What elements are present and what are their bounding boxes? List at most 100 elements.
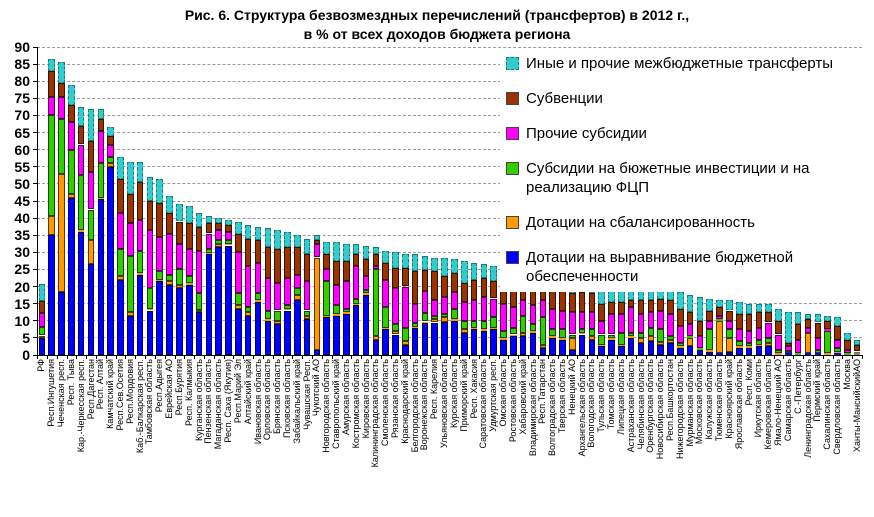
bar-Ставропольский край-seg-1 [333,313,340,316]
bar-Респ. Алтай-seg-0 [97,199,105,355]
bar-Забайкальский край-seg-2 [293,288,301,296]
x-tick [37,356,38,359]
x-tick [135,356,137,359]
bar-Владимирская область-seg-3 [529,305,537,325]
bar-Сахалинская область-seg-1 [824,353,831,355]
bar-Респ. Калмыкия-seg-5 [185,206,193,224]
bar-Сахалинская область-seg-5 [824,315,831,321]
bar-Костромская область-seg-5 [352,243,360,255]
y-axis-label-50: 50 [14,175,30,192]
x-tick [351,356,353,359]
x-axis-label-84: Ханты-МансийскийАО [851,359,862,452]
bar-Калужская область-seg-3 [706,320,714,330]
bar-Чеченская респ.-seg-3 [58,96,65,119]
bar-Свердловская область-seg-2 [834,348,841,352]
bar-Респ. Саха (Якутия)-seg-1 [225,243,232,246]
bar-Респ. Тыва-seg-5 [68,84,75,106]
bar-Московская область-seg-2 [696,348,704,350]
legend-swatch-3 [506,127,519,140]
bar-Пермский край-seg-4 [814,322,822,338]
bar-Магаданская область-seg-1 [215,243,222,248]
bar-Камчатский край-seg-3 [107,144,114,157]
y-axis-label-90: 90 [14,39,30,55]
bar-Ульяновская область-seg-5 [441,257,448,277]
bar-Мурманская область-seg-4 [686,312,694,325]
bar-Удмуртская респ.-seg-1 [490,327,497,330]
bar-Челябинская область-seg-3 [637,313,645,333]
bar-Владимирская область-seg-2 [529,324,537,331]
bar-Краснодарский край-seg-4 [402,267,409,287]
bar-Владимирская область-seg-1 [529,331,537,333]
bar-Ивановская область-seg-5 [254,226,262,241]
bar-Респ. Хакасия-seg-4 [470,279,478,301]
y-axis-label-30: 30 [14,244,30,261]
x-tick [812,356,814,359]
bar-Свердловская область-seg-1 [834,351,841,354]
y-axis-label-40: 40 [14,210,30,227]
bar-Респ.Дагестан-seg-2 [87,209,95,241]
bar-Смоленская область-seg-4 [382,262,389,280]
bar-Ленинградская область-seg-4 [804,319,812,328]
bar-Респ. Хакасия-seg-1 [470,327,478,330]
bar-Архангельская область-seg-0 [578,334,586,355]
bar-Тюменская область-seg-1 [716,320,723,354]
bar-Респ. Коми-seg-5 [745,303,753,314]
bar-Пермский край-seg-5 [814,313,822,323]
x-tick [567,356,569,359]
y-tick-30 [33,251,37,253]
x-tick [213,356,215,359]
bar-Респ. Тыва-seg-4 [68,105,75,123]
bar-Калининградская область-seg-3 [372,266,380,270]
bar-Тверская область-seg-2 [559,329,566,338]
gridline-55 [37,166,862,168]
bar-Томская область-seg-3 [608,313,615,335]
bar-Курская область-seg-1 [451,319,458,321]
bar-Омская область-seg-1 [500,337,507,340]
bar-Кемеровская область-seg-2 [765,337,772,343]
bar-Респ.Бурятия-seg-1 [176,284,183,289]
x-tick [459,356,461,359]
bar-Ненецкий АО-seg-0 [568,349,576,355]
legend-item-3: Прочие субсидии [506,124,874,143]
bar-Новосибирская область-seg-4 [657,298,664,311]
bar-Орловская область-seg-3 [264,278,272,311]
bar-Тамбовская область-seg-5 [146,177,154,201]
bar-Москва-seg-5 [843,332,851,340]
bar-Респ.Адыгея-seg-5 [156,178,164,203]
x-tick [577,356,579,359]
bar-Ростовская область-seg-3 [510,307,517,328]
bar-Респ. Тыва-seg-1 [68,194,75,198]
bar-Ленинградская область-seg-0 [804,353,812,355]
bar-Ненецкий АО-seg-2 [568,334,576,338]
bar-Ярославская область-seg-1 [735,346,743,349]
bar-Респ. Алтай-seg-1 [97,197,105,200]
x-tick [773,356,775,359]
bar-Самарская область-seg-0 [785,353,792,355]
bar-Респ. Калмыкия-seg-2 [185,276,193,284]
bar-Красноярский край-seg-5 [726,300,733,311]
bar-Респ. Калмыкия-seg-1 [185,283,193,285]
bar-Орловская область-seg-2 [264,310,272,320]
bar-Иркутская область-seg-5 [755,303,763,313]
bar-Калужская область-seg-1 [706,349,714,352]
bar-С.-Петербург-seg-4 [794,324,802,340]
bar-Камчатский край-seg-0 [107,166,114,355]
x-tick [272,356,274,359]
y-tick-20 [33,286,37,288]
x-tick [695,356,696,359]
bar-Магаданская область-seg-4 [215,223,222,230]
bar-Ямало-Ненецкий АО-seg-3 [775,334,782,350]
bar-Белгородская область-seg-0 [411,328,419,355]
bar-Кировская область-seg-3 [362,276,370,290]
x-tick [321,356,323,359]
bar-Чукотский АО-seg-4 [313,240,321,244]
y-axis-label-5: 5 [22,329,30,346]
x-tick [518,356,520,359]
bar-Алтайский край-seg-2 [244,307,252,313]
x-tick [56,356,58,359]
bar-Тверская область-seg-3 [559,310,566,330]
bar-Ленинградская область-seg-3 [804,327,812,333]
bar-Саратовская область-seg-1 [480,329,488,331]
y-axis-label-45: 45 [14,193,30,209]
bar-Калининградская область-seg-0 [372,339,380,355]
